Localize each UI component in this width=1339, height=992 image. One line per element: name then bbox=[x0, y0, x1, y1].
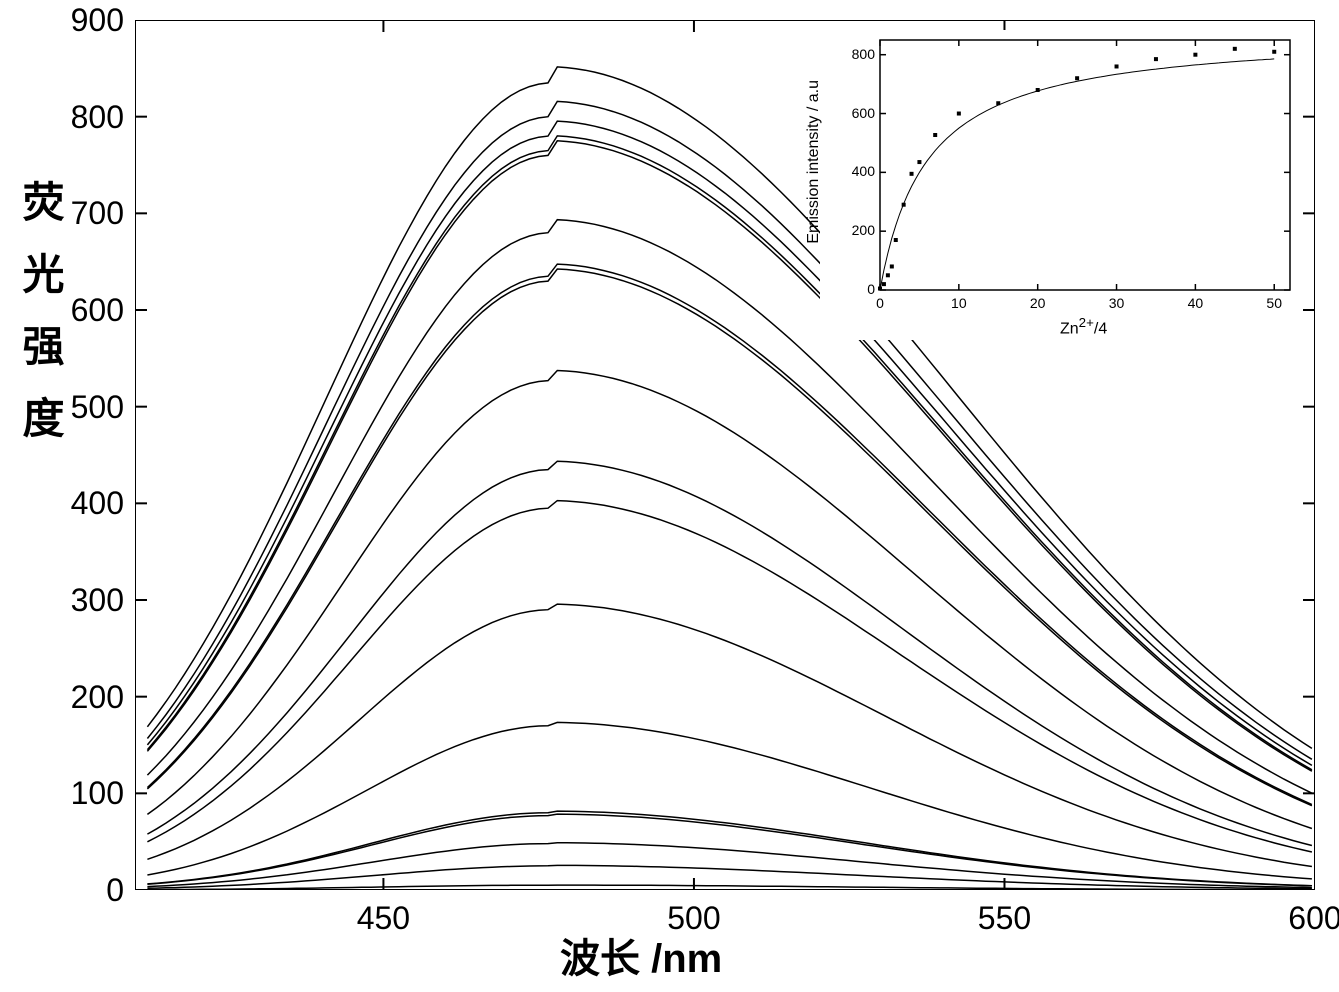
y-tick-label: 500 bbox=[71, 389, 124, 426]
inset-y-tick-label: 600 bbox=[852, 105, 875, 121]
inset-y-tick-label: 0 bbox=[867, 281, 875, 297]
inset-y-tick-label: 800 bbox=[852, 46, 875, 62]
inset-y-tick-label: 400 bbox=[852, 163, 875, 179]
x-tick-label: 550 bbox=[978, 900, 1031, 937]
y-tick-label: 100 bbox=[71, 775, 124, 812]
inset-plot-svg bbox=[820, 30, 1300, 340]
inset-x-tick-label: 10 bbox=[951, 295, 967, 311]
x-tick-label: 500 bbox=[667, 900, 720, 937]
inset-y-tick-label: 200 bbox=[852, 222, 875, 238]
y-tick-label: 700 bbox=[71, 195, 124, 232]
inset-x-axis-label: Zn2+/4 bbox=[1060, 315, 1107, 338]
inset-x-tick-label: 20 bbox=[1030, 295, 1046, 311]
main-chart-container: 荧光强度 波长 /nm 0100200300400500600700800900… bbox=[0, 0, 1339, 992]
y-axis-label: 荧光强度 bbox=[10, 180, 71, 468]
y-tick-label: 200 bbox=[71, 679, 124, 716]
x-tick-label: 600 bbox=[1288, 900, 1339, 937]
inset-chart: Emission intensity / a.u Zn2+/4 02004006… bbox=[820, 30, 1300, 340]
y-tick-label: 400 bbox=[71, 485, 124, 522]
y-tick-label: 0 bbox=[106, 872, 124, 909]
y-tick-label: 800 bbox=[71, 99, 124, 136]
inset-y-axis-label: Emission intensity / a.u bbox=[805, 80, 823, 244]
inset-x-tick-label: 30 bbox=[1109, 295, 1125, 311]
inset-x-tick-label: 0 bbox=[876, 295, 884, 311]
inset-x-tick-label: 50 bbox=[1266, 295, 1282, 311]
y-tick-label: 900 bbox=[71, 2, 124, 39]
y-tick-label: 600 bbox=[71, 292, 124, 329]
y-tick-label: 300 bbox=[71, 582, 124, 619]
x-tick-label: 450 bbox=[357, 900, 410, 937]
inset-x-tick-label: 40 bbox=[1188, 295, 1204, 311]
